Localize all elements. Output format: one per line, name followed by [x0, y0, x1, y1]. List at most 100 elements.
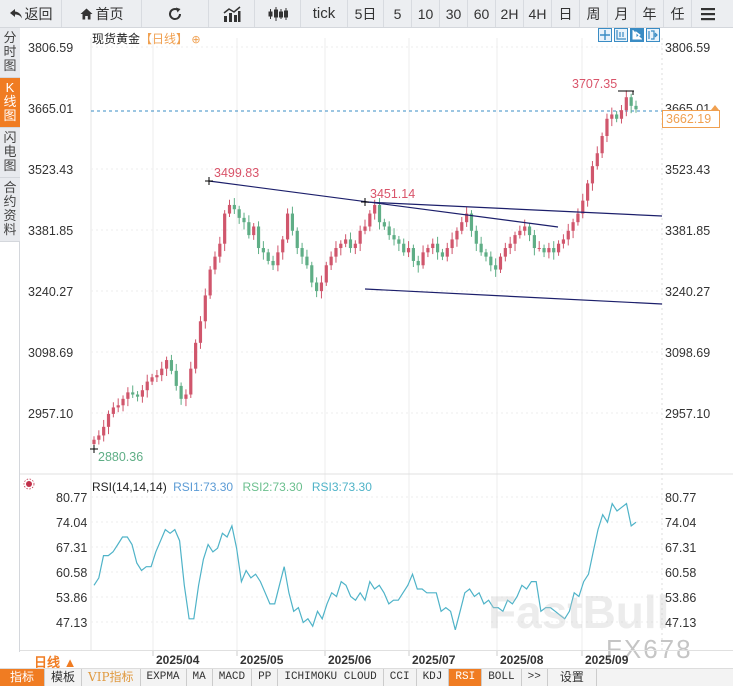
rsi-legend: RSI(14,14,14) RSI1:73.30 RSI2:73.30 RSI3… — [92, 480, 372, 494]
period-week[interactable]: 周 — [580, 0, 608, 27]
rsi-title: RSI(14,14,14) — [92, 480, 167, 494]
y-tick: 3240.27 — [665, 285, 711, 299]
indicator-cci[interactable]: CCI — [384, 669, 417, 686]
rsi-line — [93, 502, 637, 631]
indicator-macd[interactable]: MACD — [213, 669, 253, 686]
period-month[interactable]: 月 — [608, 0, 636, 27]
sidebar-border — [19, 242, 20, 652]
rsi-tick: 67.31 — [665, 541, 697, 555]
crosshair-icon — [600, 30, 610, 40]
x-axis: 2025/04 2025/05 2025/06 2025/07 2025/08 … — [20, 650, 733, 668]
period-10min[interactable]: 10 — [412, 0, 440, 27]
x-tick: 2025/06 — [328, 653, 372, 667]
rsi1-value: RSI1:73.30 — [173, 480, 234, 494]
sidebar-item-flash[interactable]: 闪电图 — [0, 128, 20, 178]
rsi-tick: 53.86 — [56, 591, 88, 605]
sidebar-item-timeshare[interactable]: 分时图 — [0, 28, 20, 78]
range-tool[interactable] — [614, 28, 628, 42]
x-axis-ticks — [152, 650, 583, 656]
y-tick: 2957.10 — [665, 407, 711, 421]
sidebar-item-kline[interactable]: K线图 — [0, 78, 20, 128]
range-icon — [616, 30, 626, 40]
period-selector[interactable]: 日线 ▲ — [34, 655, 77, 670]
back-arrow-icon — [9, 8, 22, 18]
period-day[interactable]: 日 — [552, 0, 580, 27]
period-tag: 【日线】 — [140, 32, 189, 46]
rsi-tick: 53.86 — [665, 591, 697, 605]
rsi-tick: 74.04 — [56, 516, 88, 530]
period-2h[interactable]: 2H — [496, 0, 524, 27]
y-tick: 3098.69 — [665, 346, 711, 360]
home-icon — [80, 8, 92, 19]
rsi-tick: 74.04 — [665, 516, 697, 530]
y-tick: 3523.43 — [665, 163, 711, 177]
high-annotation: 3707.35 — [572, 77, 618, 91]
settings-button[interactable]: 设置 — [548, 669, 597, 686]
period-30min[interactable]: 30 — [440, 0, 468, 27]
measure-tool[interactable] — [630, 28, 644, 42]
candlestick-series — [92, 90, 638, 448]
back-button[interactable]: 返回 — [0, 0, 62, 27]
indicator-rsi[interactable]: RSI — [449, 669, 483, 686]
home-label: 首页 — [95, 5, 124, 22]
menu-button[interactable] — [692, 0, 723, 27]
zoom-toggle-icon[interactable]: ⊕ — [191, 34, 201, 46]
x-tick: 2025/05 — [240, 653, 284, 667]
extreme-markers — [90, 90, 634, 453]
chart-type-button[interactable] — [209, 0, 255, 27]
chart-tools — [598, 28, 660, 42]
rsi-tick: 80.77 — [56, 491, 88, 505]
rsi-tick: 80.77 — [665, 491, 697, 505]
chart-title: 现货黄金【日线】 ⊕ — [92, 30, 201, 47]
sidebar-item-contract-info[interactable]: 合约资料 — [0, 178, 20, 242]
y-tick: 2957.10 — [28, 407, 74, 421]
templates-tab[interactable]: 模板 — [45, 669, 83, 686]
indicator-boll[interactable]: BOLL — [482, 669, 522, 686]
period-5min[interactable]: 5 — [384, 0, 412, 27]
measure-icon — [632, 30, 642, 40]
rsi-settings-icon[interactable] — [23, 478, 35, 490]
rsi2-value: RSI2:73.30 — [242, 480, 303, 494]
indicators-tab[interactable]: 指标 — [0, 669, 46, 686]
indicator-ma[interactable]: MA — [187, 669, 213, 686]
high-annotation: 3451.14 — [370, 187, 416, 201]
rsi-tick: 47.13 — [56, 616, 88, 630]
y-tick: 3806.59 — [28, 41, 74, 55]
candlestick-button[interactable] — [255, 0, 301, 27]
y-tick: 3098.69 — [28, 346, 74, 360]
period-60min[interactable]: 60 — [468, 0, 496, 27]
indicator-ichimoku[interactable]: ICHIMOKU CLOUD — [278, 669, 384, 686]
chart-type-sidebar: 分时图 K线图 闪电图 合约资料 — [0, 28, 20, 242]
candlestick-icon — [268, 6, 288, 21]
indicator-expma[interactable]: EXPMA — [141, 669, 187, 686]
y-tick: 3240.27 — [28, 285, 74, 299]
symbol-name: 现货黄金 — [92, 32, 141, 46]
indicator-kdj[interactable]: KDJ — [417, 669, 450, 686]
period-custom[interactable]: 任 — [664, 0, 692, 27]
refresh-button[interactable] — [142, 0, 209, 27]
x-tick: 2025/07 — [412, 653, 456, 667]
line-chart-icon — [223, 5, 240, 22]
home-button[interactable]: 首页 — [62, 0, 142, 27]
rsi3-value: RSI3:73.30 — [311, 480, 372, 494]
y-tick: 3806.59 — [665, 41, 711, 55]
period-5day[interactable]: 5日 — [348, 0, 384, 27]
crosshair-tool[interactable] — [598, 28, 612, 42]
y-tick: 3665.01 — [28, 102, 74, 116]
y-tick: 3381.85 — [28, 224, 74, 238]
period-tick[interactable]: tick — [301, 0, 348, 27]
grid-lines — [90, 38, 663, 650]
x-tick: 2025/09 — [585, 653, 629, 667]
period-4h[interactable]: 4H — [524, 0, 552, 27]
move-right-tool[interactable] — [646, 28, 660, 42]
more-indicators-button[interactable]: >> — [522, 669, 548, 686]
hamburger-icon — [700, 7, 715, 20]
period-year[interactable]: 年 — [636, 0, 664, 27]
indicator-pp[interactable]: PP — [252, 669, 279, 686]
top-toolbar: 返回 首页 tick 5日 5 10 30 60 2H 4H 日 周 月 年 任 — [0, 0, 733, 28]
current-price-tag: 3662.19 — [662, 110, 720, 128]
rsi-tick: 47.13 — [665, 616, 697, 630]
indicator-bar: 指标 模板 VIP指标 EXPMA MA MACD PP ICHIMOKU CL… — [0, 668, 733, 686]
vip-indicators-tab[interactable]: VIP指标 — [82, 669, 141, 686]
